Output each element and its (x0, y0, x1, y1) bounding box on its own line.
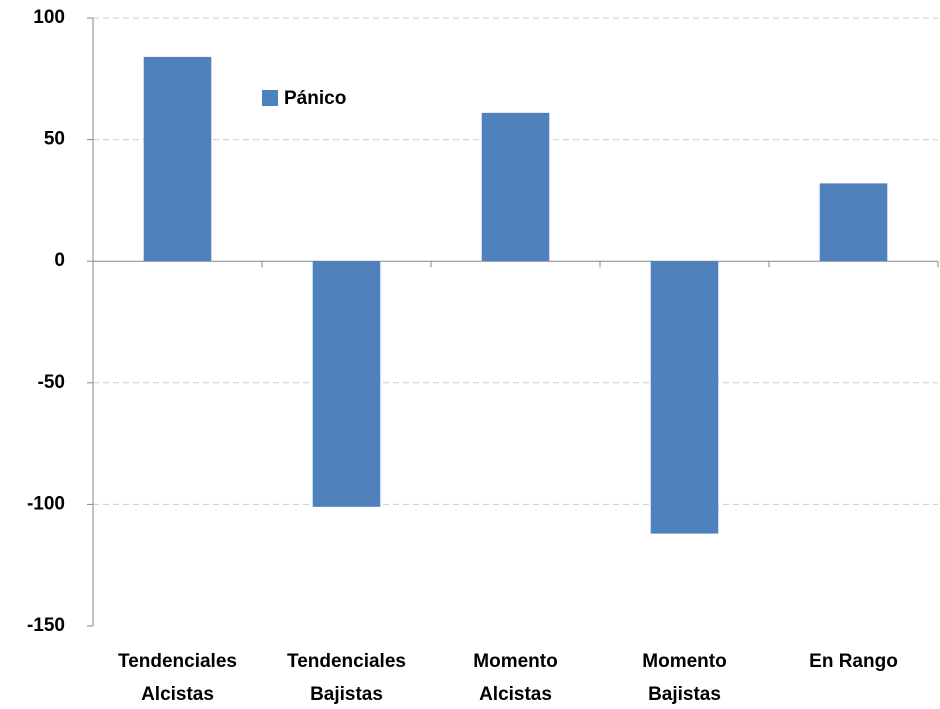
y-tick-label: 100 (33, 7, 65, 28)
y-tick-label: -150 (27, 615, 65, 636)
x-tick-label: Alcistas (479, 684, 552, 705)
legend-label: Pánico (284, 88, 346, 109)
y-tick-label: -100 (27, 493, 65, 514)
x-tick-label: Momento (473, 651, 557, 672)
x-tick-label: Tendenciales (118, 651, 237, 672)
x-tick-label: Bajistas (310, 684, 383, 705)
legend-swatch (262, 90, 278, 106)
bar (650, 261, 719, 534)
bar (481, 112, 550, 262)
bar (312, 261, 381, 507)
x-tick-label: Bajistas (648, 684, 721, 705)
x-tick-label: Tendenciales (287, 651, 406, 672)
y-tick-label: 50 (44, 129, 65, 150)
bar (819, 183, 888, 262)
y-tick-label: -50 (38, 372, 65, 393)
x-tick-label: En Rango (809, 651, 898, 672)
y-tick-label: 0 (54, 250, 65, 271)
x-tick-label: Alcistas (141, 684, 214, 705)
x-tick-label: Momento (642, 651, 726, 672)
bar (143, 56, 212, 262)
